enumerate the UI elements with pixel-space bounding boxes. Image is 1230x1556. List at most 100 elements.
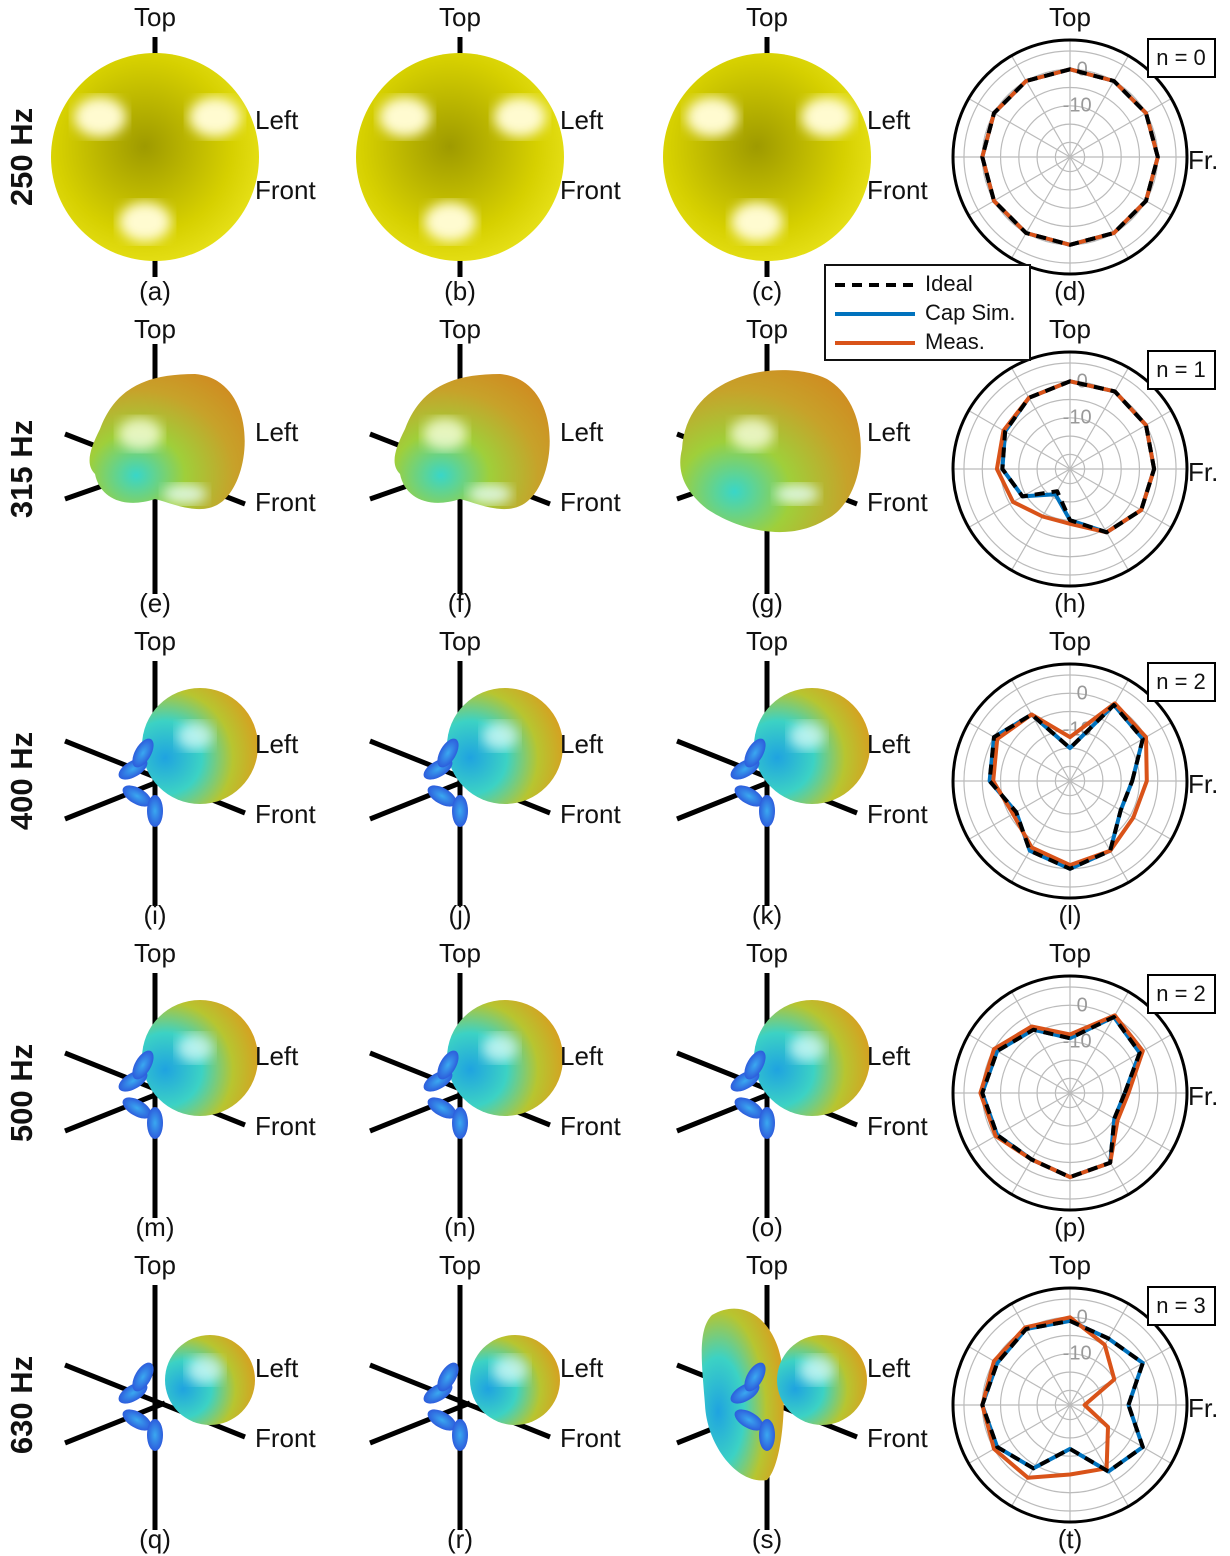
petal [759, 1107, 775, 1139]
axis-label: Front [867, 175, 928, 205]
row-label: 630 Hz [4, 1356, 39, 1454]
petal [759, 1419, 775, 1451]
axis-label: Front [255, 175, 316, 205]
axis-label: Front [867, 487, 928, 517]
highlight [177, 1034, 213, 1062]
axis-label: Top [746, 1250, 788, 1280]
axis-label: Top [439, 2, 481, 32]
highlight [730, 418, 774, 450]
panel-label: (i) [143, 900, 166, 930]
axis-label: Left [560, 1353, 604, 1383]
axis-label: Front [560, 1111, 621, 1141]
balloon-plot [65, 973, 258, 1218]
r-tick-label: -10 [1063, 407, 1092, 429]
highlight [731, 202, 783, 242]
highlight [424, 202, 476, 242]
r-tick-label: -10 [1063, 1343, 1092, 1365]
axis-label: Front [560, 175, 621, 205]
highlight [423, 418, 467, 450]
panel-label: (b) [444, 276, 476, 306]
panel-label: (k) [752, 900, 782, 930]
axis-label: Left [255, 729, 299, 759]
petal [452, 795, 468, 827]
axis-label: Left [867, 417, 911, 447]
axis-label: Fr. [1188, 1081, 1218, 1111]
row-label: 500 Hz [4, 1044, 39, 1142]
axis-label: Top [1049, 2, 1091, 32]
highlight [119, 202, 171, 242]
axis-label: Top [134, 626, 176, 656]
balloon-plot [65, 1285, 255, 1530]
axis-label: Top [134, 314, 176, 344]
highlight [74, 97, 126, 137]
balloon-plot [51, 37, 259, 277]
axis-label: Front [560, 487, 621, 517]
axis-label: Front [560, 1423, 621, 1453]
axis-label: Left [867, 105, 911, 135]
axis-label: Fr. [1188, 457, 1218, 487]
axis-label: Top [1049, 938, 1091, 968]
petal [759, 795, 775, 827]
order-label: n = 3 [1156, 1293, 1206, 1318]
figure: 250 Hz Top Left Front (a) Top Left Front (b) Top L… [0, 0, 1230, 1556]
petal [147, 1107, 163, 1139]
axis-label: Fr. [1188, 769, 1218, 799]
axis-label: Front [255, 1423, 316, 1453]
order-label: n = 0 [1156, 45, 1206, 70]
balloon-plot [65, 661, 258, 906]
petal [452, 1107, 468, 1139]
highlight [177, 722, 213, 750]
axis-label: Front [255, 487, 316, 517]
order-label: n = 2 [1156, 981, 1206, 1006]
axis-label: Front [867, 799, 928, 829]
axis-label: Left [867, 1353, 911, 1383]
axis-label: Top [1049, 1250, 1091, 1280]
panel-label: (g) [751, 588, 783, 618]
row-label: 315 Hz [4, 420, 39, 518]
axis-label: Left [255, 1041, 299, 1071]
axis-label: Left [255, 105, 299, 135]
axis-label: Left [560, 1041, 604, 1071]
balloon-plot [370, 344, 550, 594]
highlight [789, 1034, 825, 1062]
axis-label: Front [255, 1111, 316, 1141]
panel-label: (d) [1054, 276, 1086, 306]
panel-label: (r) [447, 1524, 473, 1554]
r-tick-label: 0 [1077, 682, 1088, 704]
axis-label: Front [867, 1423, 928, 1453]
petal [147, 795, 163, 827]
panel-label: (n) [444, 1212, 476, 1242]
legend-label: Cap Sim. [925, 300, 1015, 325]
row-label: 250 Hz [4, 108, 39, 206]
axis-label: Top [746, 2, 788, 32]
legend-label: Ideal [925, 271, 973, 296]
panel-label: (m) [136, 1212, 175, 1242]
axis-label: Front [560, 799, 621, 829]
highlight [799, 1356, 835, 1384]
axis-label: Top [134, 938, 176, 968]
highlight [482, 722, 518, 750]
axis-label: Top [134, 1250, 176, 1280]
axis-label: Top [746, 938, 788, 968]
axis-label: Front [255, 799, 316, 829]
axis-label: Top [439, 626, 481, 656]
panel-label: (s) [752, 1524, 782, 1554]
balloon-plot [677, 344, 861, 594]
petal [147, 1419, 163, 1451]
panel-label: (a) [139, 276, 171, 306]
axis-label: Top [439, 938, 481, 968]
axis-label: Fr. [1188, 1393, 1218, 1423]
balloon-plot [677, 1285, 867, 1530]
axis-label: Left [867, 729, 911, 759]
balloon-plot [663, 37, 871, 277]
balloon-plot [677, 661, 870, 906]
axis-label: Top [134, 2, 176, 32]
axis-label: Left [867, 1041, 911, 1071]
r-tick-label: 0 [1077, 58, 1088, 80]
petal [452, 1419, 468, 1451]
highlight [775, 484, 819, 504]
axis-label: Left [560, 417, 604, 447]
panel-label: (t) [1058, 1524, 1083, 1554]
highlight [801, 97, 853, 137]
